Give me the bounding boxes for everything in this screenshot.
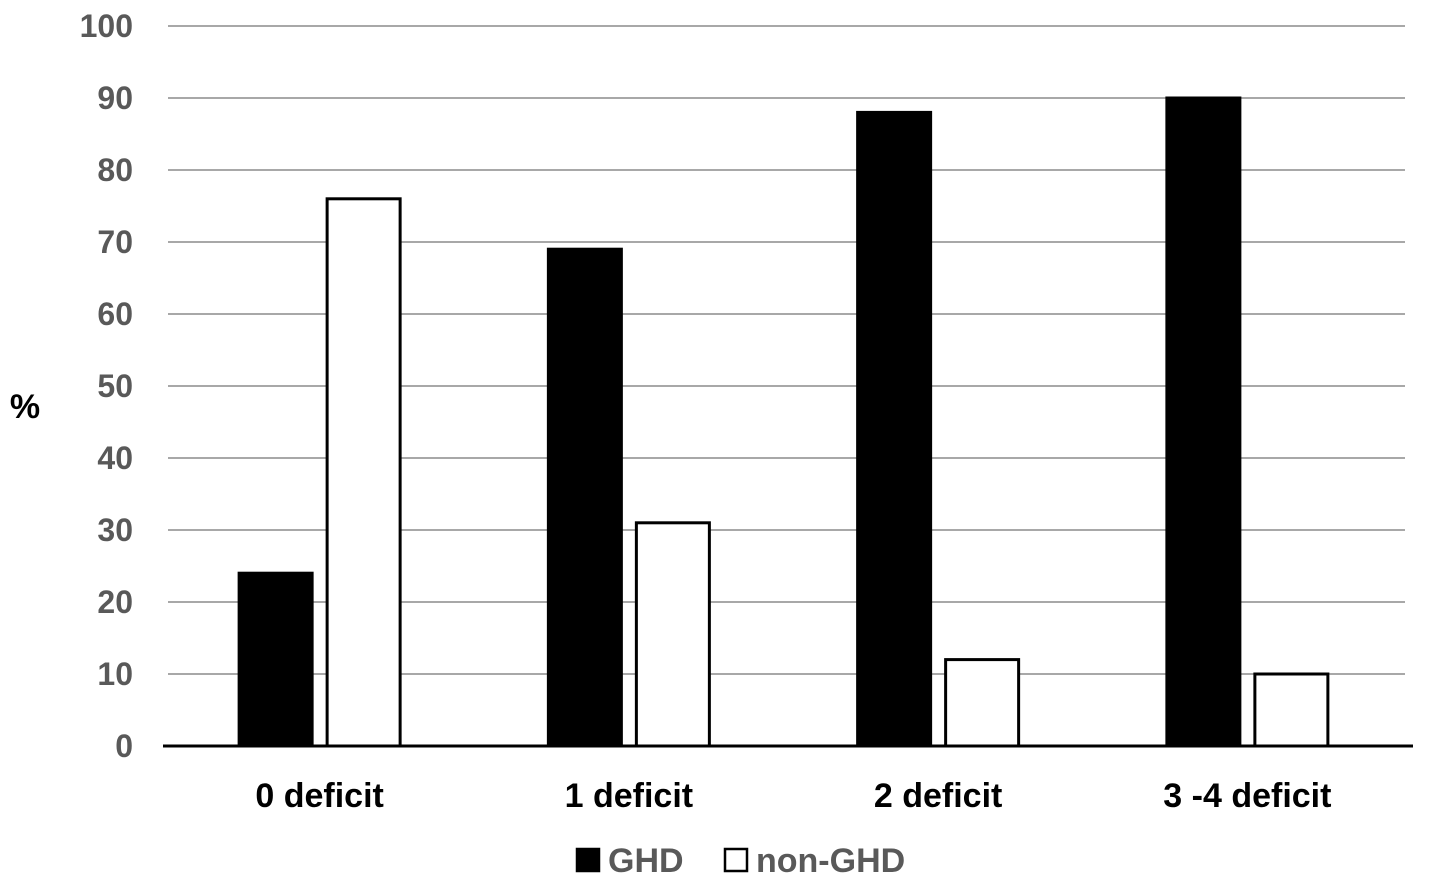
bar-non-ghd-2 [944,658,1021,748]
bar-ghd-2 [856,110,933,748]
y-axis-tick-labels: 0 10 20 30 40 50 60 70 80 90 100 [80,8,133,764]
legend-swatch-non-ghd [723,847,749,873]
y-tick-label: 90 [97,80,133,116]
y-tick-label: 80 [97,152,133,188]
category-label: 1 deficit [565,777,693,815]
legend-swatch-ghd [575,847,601,873]
y-axis-label: % [10,388,40,426]
y-tick-label: 60 [97,296,133,332]
y-tick-label: 40 [97,440,133,476]
bar-ghd-0 [237,571,314,748]
bar-non-ghd-0 [325,197,402,748]
bar-non-ghd-3 [1253,672,1330,748]
y-tick-label: 0 [115,728,133,764]
y-tick-label: 70 [97,224,133,260]
legend-label-non-ghd: non-GHD [756,842,905,880]
y-tick-label: 20 [97,584,133,620]
category-label: 2 deficit [874,777,1002,815]
bar-ghd-1 [546,247,623,748]
bar-non-ghd-1 [634,521,711,748]
legend-label-ghd: GHD [608,842,684,880]
bars [237,96,1330,748]
x-axis-category-labels: 0 deficit 1 deficit 2 deficit 3 -4 deficit [255,777,1331,815]
y-tick-label: 10 [97,656,133,692]
y-tick-label: 30 [97,512,133,548]
bar-ghd-3 [1165,96,1242,748]
y-tick-label: 100 [80,8,133,44]
category-label: 0 deficit [255,777,383,815]
category-label: 3 -4 deficit [1163,777,1331,815]
legend: GHD non-GHD [575,842,905,880]
y-tick-label: 50 [97,368,133,404]
